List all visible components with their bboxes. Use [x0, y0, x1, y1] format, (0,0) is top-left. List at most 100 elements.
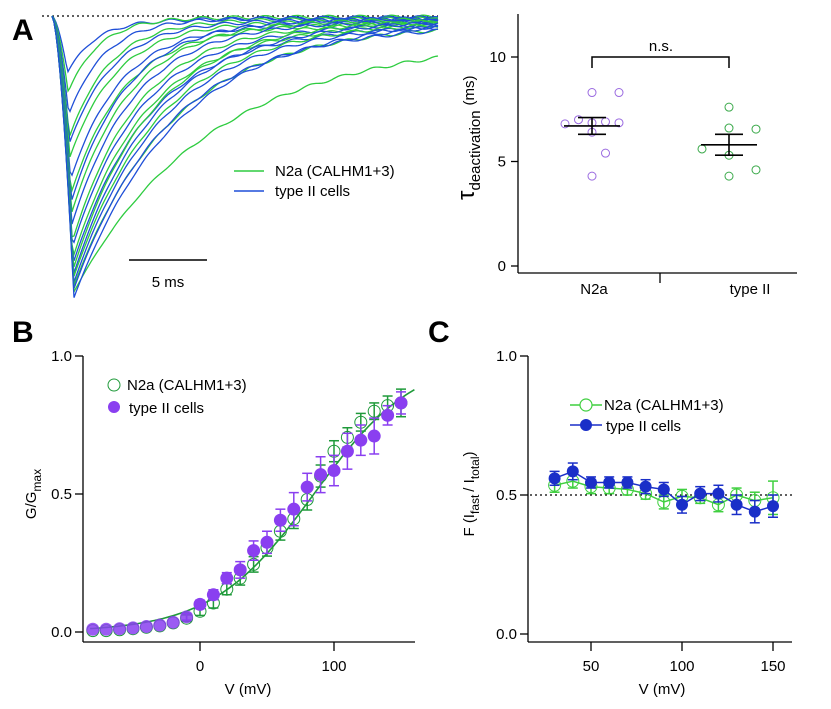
data-point-type2 — [748, 505, 761, 518]
trace-type2-10 — [51, 15, 439, 289]
scatter-point-n2a — [614, 118, 624, 128]
category-label-n2a: N2a — [580, 281, 608, 298]
y-tick-label: 0 — [498, 258, 506, 275]
trace-type2-2 — [51, 15, 439, 142]
y-label-sub: deactivation — [467, 110, 484, 190]
scatter-point-type2 — [751, 124, 761, 134]
data-point-type2 — [381, 408, 395, 422]
y-label-main: G/G — [23, 492, 40, 520]
y-ticks: 0 5 10 — [489, 49, 518, 275]
scatter-point-n2a — [601, 117, 610, 127]
y-axis-label: τdeactivation (ms) — [453, 75, 484, 200]
data-point-type2 — [548, 472, 561, 485]
legend-label-n2a: N2a (CALHM1+3) — [604, 397, 724, 414]
data-point-type2 — [327, 464, 341, 478]
x-tick-label: 0 — [196, 658, 204, 675]
scatter-point-n2a — [587, 171, 597, 181]
data-point-type2 — [566, 465, 579, 478]
panel-letter-a: A — [12, 14, 34, 47]
data-point-type2 — [340, 444, 354, 458]
y-tick-label: 0.5 — [51, 486, 72, 503]
scatter-point-type2 — [724, 171, 734, 181]
data-point-type2 — [657, 483, 670, 496]
data-point-type2 — [300, 480, 314, 494]
scatter-point-type2 — [751, 165, 761, 175]
x-tick-label: 150 — [760, 658, 785, 675]
trace-n2a-5 — [51, 15, 439, 238]
data-point-type2 — [233, 563, 247, 577]
data-point-type2 — [712, 487, 725, 500]
x-axis-label: V (mV) — [225, 681, 272, 698]
legend-label-type2: type II cells — [606, 418, 681, 435]
y-label-mid: / I — [461, 479, 478, 492]
data-point-type2 — [354, 433, 368, 447]
x-axis-label: V (mV) — [639, 681, 686, 698]
data-point-type2 — [247, 544, 261, 558]
data-points — [86, 388, 408, 638]
y-tick-label: 0.0 — [51, 624, 72, 641]
data-point-type2 — [153, 618, 167, 632]
data-point-type2 — [193, 597, 207, 611]
y-axis-label: G/Gmax — [23, 469, 44, 519]
panel-c: 0.0 0.5 1.0 50 100 150 V (mV) F (Ifast / Itota… — [461, 348, 792, 698]
scatter-point-type2 — [724, 102, 734, 112]
scale-bar-label: 5 ms — [152, 274, 185, 291]
trace-n2a-2 — [51, 15, 439, 158]
category-label-type2: type II — [730, 281, 771, 298]
significance-label: n.s. — [649, 38, 673, 55]
data-point-type2 — [639, 480, 652, 493]
scatter-point-n2a — [574, 115, 583, 125]
y-tick-label: 1.0 — [51, 348, 72, 365]
panel-letter-b: B — [12, 316, 34, 349]
data-point-type2 — [113, 622, 127, 636]
data-point-n2a — [367, 404, 381, 418]
x-tick-label: 100 — [669, 658, 694, 675]
panel-letter-c: C — [428, 316, 450, 349]
y-label-main: F (I — [461, 514, 478, 537]
y-tick-label: 5 — [498, 154, 506, 171]
trace-n2a-7 — [51, 15, 439, 267]
data-point-type2 — [367, 429, 381, 443]
scatter-points — [560, 88, 761, 181]
scatter-point-n2a — [587, 88, 597, 98]
y-tick-label: 10 — [489, 49, 506, 66]
data-point-type2 — [287, 502, 301, 516]
y-tick-label: 1.0 — [496, 348, 517, 365]
legend-marker-n2a — [107, 378, 121, 392]
data-point-type2 — [273, 513, 287, 527]
trace-type2-5 — [51, 15, 439, 225]
scatter-point-n2a — [560, 119, 570, 129]
data-point-type2 — [99, 622, 113, 636]
trace-type2-11 — [51, 15, 439, 298]
data-point-type2 — [621, 476, 634, 489]
legend-label-n2a: N2a (CALHM1+3) — [275, 163, 395, 180]
data-point-type2 — [260, 535, 274, 549]
trace-n2a-3 — [51, 15, 439, 193]
data-point-type2 — [767, 500, 779, 513]
y-label-sub: max — [30, 469, 44, 492]
trace-n2a-9 — [51, 15, 439, 286]
trace-type2-9 — [51, 15, 439, 283]
trace-type2-7 — [51, 15, 439, 262]
y-axis-label: F (Ifast / Itotal) — [461, 451, 482, 536]
legend-label-n2a: N2a (CALHM1+3) — [127, 377, 247, 394]
y-tick-label: 0.5 — [496, 487, 517, 504]
panel-b: 0.0 0.5 1.0 0 100 V (mV) G/Gmax N2a (CALHM1+… — [23, 348, 415, 698]
significance-bracket — [591, 56, 730, 68]
axis-ticks: 0.0 0.5 1.0 0 100 — [51, 348, 346, 675]
trace-type2-3 — [51, 15, 439, 177]
legend-label-type2: type II cells — [275, 183, 350, 200]
data-point-type2 — [126, 621, 140, 635]
trace-n2a-6 — [51, 15, 439, 258]
scatter-point-type2 — [697, 144, 707, 154]
data-point-type2 — [730, 498, 743, 511]
data-point-type2 — [314, 468, 328, 482]
x-tick-label: 50 — [583, 658, 600, 675]
data-point-type2 — [220, 571, 234, 585]
y-label-unit: (ms) — [461, 75, 478, 105]
y-label-sub2: total — [468, 456, 482, 479]
data-point-type2 — [180, 610, 194, 624]
data-point-type2 — [676, 498, 688, 511]
y-label-sub1: fast — [468, 494, 482, 514]
